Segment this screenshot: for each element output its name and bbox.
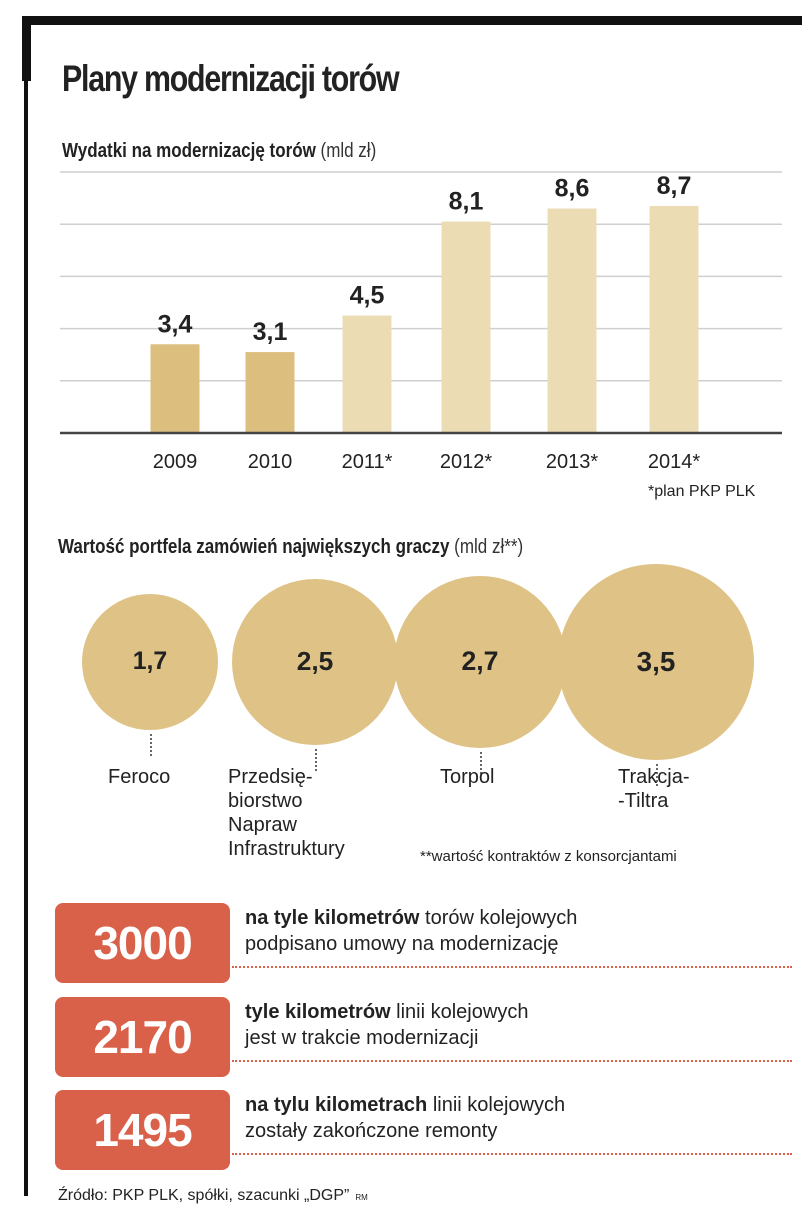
dotted-divider — [232, 1060, 792, 1062]
bar-2012 — [441, 221, 491, 433]
bubble-chart-title-text: Wartość portfela zamówień największych g… — [58, 536, 450, 558]
bar-value-label: 8,7 — [657, 172, 692, 200]
bubble-1: 1,7 — [81, 593, 219, 731]
bubble-connector — [150, 734, 152, 757]
bubble-2: 2,5 — [232, 579, 398, 745]
x-tick-label: 2011* — [342, 451, 393, 473]
bar-chart-title-text: Wydatki na modernizację torów — [62, 140, 316, 162]
stat-description: na tyle kilometrów torów kolejowych podpi… — [245, 907, 578, 955]
stat-value-box: 3000 — [55, 903, 230, 983]
bar-value-label: 3,4 — [158, 310, 193, 338]
bar-chart: 3,4 2009 3,1 2010 4,5 2011* 8,1 2012* 8,6 2013* 8,… — [60, 171, 782, 473]
bubble-chart-footnote: **wartość kontraktów z konsorcjantami — [420, 848, 677, 865]
dotted-divider — [232, 1153, 792, 1155]
source-text: Źródło: PKP PLK, spółki, szacunki „DGP” — [58, 1187, 350, 1204]
bubble-label: Torpol — [440, 766, 495, 788]
bar-2010 — [245, 352, 295, 433]
bar-2014 — [649, 205, 699, 433]
frame-left-line — [24, 16, 28, 1196]
bar-value-label: 4,5 — [350, 282, 385, 310]
dotted-divider — [232, 966, 792, 968]
bar-value-label: 3,1 — [253, 318, 288, 346]
bar-value-label: 8,1 — [449, 188, 484, 216]
bubble-4: 3,5 — [558, 564, 754, 760]
stat-description: na tylu kilometrach linii kolejowych zost… — [245, 1094, 566, 1142]
bar-2011 — [342, 315, 392, 433]
bubble-chart-unit: (mld zł**) — [454, 536, 524, 558]
stat-value-box: 2170 — [55, 997, 230, 1077]
x-tick-label: 2009 — [153, 451, 198, 473]
bubble-connector — [480, 752, 482, 775]
x-tick-label: 2014* — [648, 451, 700, 473]
bar-2009 — [150, 344, 200, 433]
bar-chart-footnote: *plan PKP PLK — [648, 483, 756, 500]
bar-chart-unit: (mld zł) — [320, 140, 377, 162]
bubble-connector — [315, 748, 317, 771]
stat-value-box: 1495 — [55, 1090, 230, 1170]
x-tick-label: 2013* — [546, 451, 598, 473]
x-tick-label: 2012* — [440, 451, 492, 473]
frame-top-bar — [22, 16, 802, 25]
bubble-connector — [656, 764, 658, 786]
source-note: Źródło: PKP PLK, spółki, szacunki „DGP” R… — [58, 1187, 368, 1205]
bubble-3: 2,7 — [393, 575, 567, 749]
author-initials: RM — [355, 1193, 368, 1202]
bar-value-label: 8,6 — [555, 175, 590, 203]
bar-2013 — [547, 208, 597, 433]
stat-description: tyle kilometrów linii kolejowych jest w t… — [245, 1001, 529, 1049]
bar-chart-title: Wydatki na modernizację torów (mld zł) — [62, 140, 376, 163]
bubble-label: Feroco — [108, 766, 171, 788]
page-title: Plany modernizacji torów — [62, 58, 400, 99]
x-tick-label: 2010 — [248, 451, 293, 473]
bubble-label: Przedsię- biorstwo Napraw Infrastruktury — [228, 766, 345, 860]
bubble-label: Trakcja- -Tiltra — [618, 766, 690, 812]
bubble-chart-title: Wartość portfela zamówień największych g… — [58, 536, 523, 559]
